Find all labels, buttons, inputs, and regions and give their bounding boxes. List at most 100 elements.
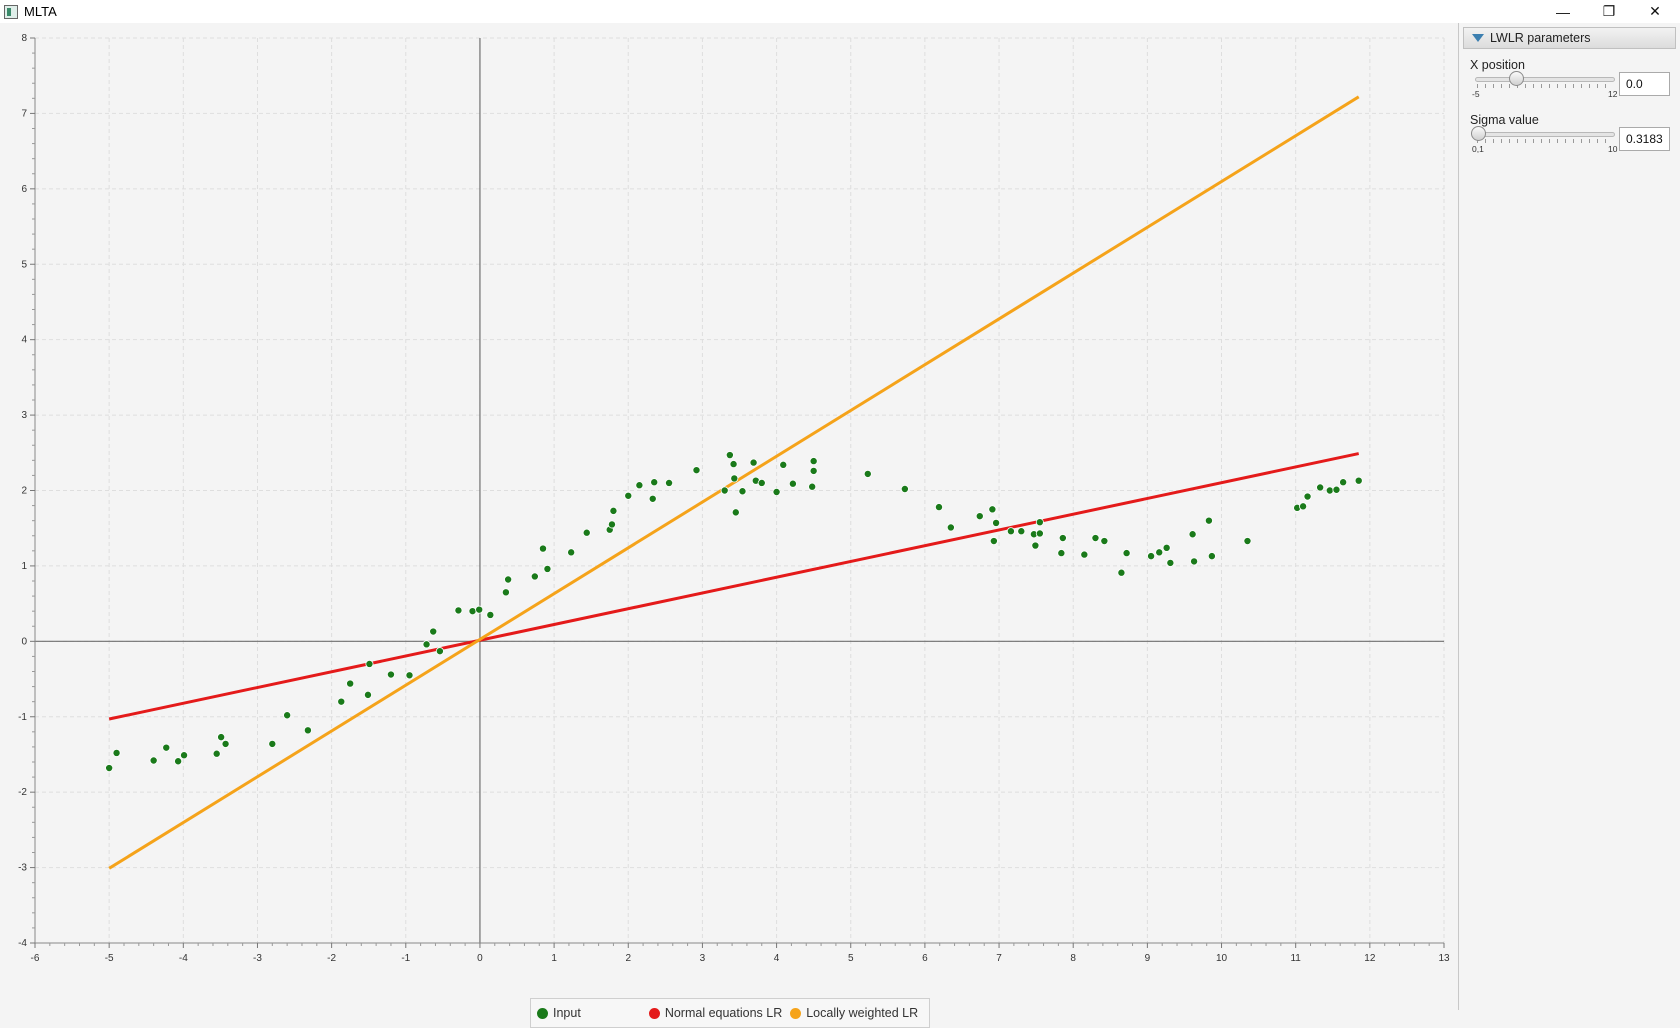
input-point	[212, 749, 221, 758]
input-point	[1332, 485, 1341, 494]
input-point	[946, 523, 955, 532]
input-point	[992, 518, 1001, 527]
x-tick-label: 6	[922, 953, 928, 964]
input-point	[1243, 537, 1252, 546]
input-point	[1080, 550, 1089, 559]
input-point	[221, 739, 230, 748]
x-tick-label: 4	[774, 953, 780, 964]
x-tick-label: -4	[179, 953, 188, 964]
input-point	[454, 606, 463, 615]
y-tick-label: -2	[18, 787, 27, 798]
input-point	[504, 575, 513, 584]
sigma-slider-track[interactable]	[1475, 132, 1615, 137]
input-point	[635, 481, 644, 490]
input-point	[1299, 502, 1308, 511]
input-point	[174, 757, 183, 766]
input-point	[989, 537, 998, 546]
x-position-slider-track[interactable]	[1475, 77, 1615, 82]
sigma-label: Sigma value	[1470, 113, 1539, 127]
input-point	[772, 488, 781, 497]
input-point	[988, 505, 997, 514]
input-point	[475, 605, 484, 614]
locally-weighted-line	[108, 95, 1360, 870]
input-point	[501, 588, 510, 597]
sigma-slider-thumb[interactable]	[1471, 126, 1487, 141]
x-position-input[interactable]	[1619, 72, 1670, 96]
input-point	[217, 733, 226, 742]
x-tick-label: 11	[1290, 953, 1301, 964]
x-tick-label: -6	[31, 953, 40, 964]
legend-marker-lwlr	[790, 1007, 802, 1019]
input-point	[363, 690, 372, 699]
minimize-button[interactable]: —	[1556, 3, 1570, 20]
x-tick-label: -2	[327, 953, 336, 964]
legend-label-lwlr: Locally weighted LR	[806, 1006, 919, 1020]
input-point	[283, 711, 292, 720]
collapse-arrow-icon[interactable]	[1472, 34, 1484, 42]
x-tick-label: 2	[625, 953, 631, 964]
input-point	[1303, 492, 1312, 501]
y-tick-label: 5	[21, 259, 27, 270]
x-tick-label: -1	[401, 953, 410, 964]
input-point	[1100, 537, 1109, 546]
close-button[interactable]: ✕	[1649, 3, 1661, 19]
input-point	[486, 610, 495, 619]
x-tick-label: 5	[848, 953, 854, 964]
legend-item-normal: Normal equations LR	[648, 1006, 783, 1020]
input-point	[422, 640, 431, 649]
input-point	[1031, 541, 1040, 550]
x-position-min-label: -5	[1472, 89, 1480, 99]
input-point	[808, 482, 817, 491]
y-tick-label: 6	[21, 184, 27, 195]
input-point	[720, 486, 729, 495]
y-tick-label: -1	[18, 712, 27, 723]
x-tick-label: 8	[1070, 953, 1076, 964]
input-point	[1190, 557, 1199, 566]
input-point	[749, 458, 758, 467]
y-tick-label: 2	[21, 486, 27, 497]
y-tick-label: -3	[18, 863, 27, 874]
x-position-label: X position	[1470, 58, 1525, 72]
x-tick-label: 3	[700, 953, 706, 964]
input-point	[149, 756, 158, 765]
y-tick-label: 3	[21, 410, 27, 421]
x-tick-label: 10	[1216, 953, 1228, 964]
input-point	[1316, 483, 1325, 492]
input-point	[665, 478, 674, 487]
input-point	[268, 739, 277, 748]
input-point	[538, 544, 547, 553]
restore-button[interactable]: ❐	[1602, 3, 1616, 19]
input-point	[788, 479, 797, 488]
input-point	[731, 508, 740, 517]
input-point	[346, 679, 355, 688]
title-bar: MLTA — ❐ ✕	[0, 0, 1680, 23]
input-point	[530, 572, 539, 581]
input-point	[725, 451, 734, 460]
input-point	[1325, 486, 1334, 495]
x-position-slider-thumb[interactable]	[1509, 71, 1525, 86]
app-icon	[4, 4, 18, 19]
legend-marker-normal	[648, 1007, 660, 1019]
legend-item-input: Input	[537, 1006, 581, 1020]
y-tick-label: 0	[21, 636, 27, 647]
panel-header[interactable]: LWLR parameters	[1463, 27, 1676, 49]
input-point	[729, 460, 738, 469]
input-point	[1207, 552, 1216, 561]
input-point	[809, 457, 818, 466]
x-tick-label: 9	[1145, 953, 1151, 964]
input-point	[1204, 516, 1213, 525]
normal-equations-line	[108, 452, 1360, 721]
sigma-max-label: 10	[1608, 144, 1618, 154]
y-tick-label: 7	[21, 108, 27, 119]
x-tick-label: 12	[1364, 953, 1376, 964]
input-point	[1057, 549, 1066, 558]
x-position-control: X position -5 12	[1459, 49, 1680, 104]
input-point	[1006, 527, 1015, 536]
input-point	[105, 764, 114, 773]
sigma-input[interactable]	[1619, 127, 1670, 151]
legend-label-normal: Normal equations LR	[664, 1006, 783, 1020]
x-position-slider-ticks	[1477, 84, 1613, 88]
input-point	[1354, 476, 1363, 485]
input-point	[1188, 530, 1197, 539]
input-point	[757, 478, 766, 487]
